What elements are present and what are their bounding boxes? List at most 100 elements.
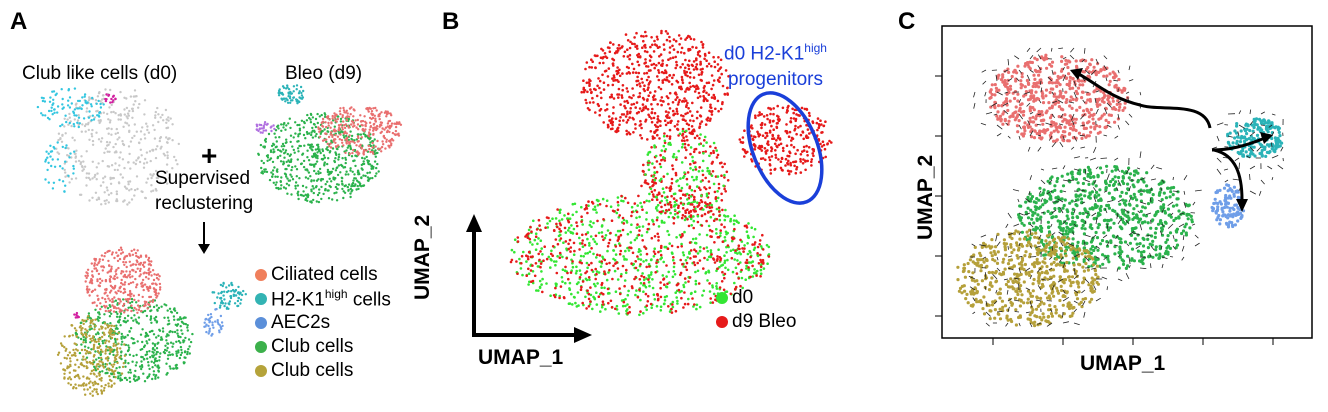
cell-point <box>91 336 94 340</box>
cell-point <box>106 346 110 349</box>
cell-point <box>77 116 81 119</box>
cell-point <box>393 122 396 125</box>
cell-point <box>671 56 675 59</box>
cell-point <box>278 149 282 152</box>
cell-point <box>47 109 51 113</box>
cell-point <box>110 324 114 327</box>
cell-point <box>136 249 139 252</box>
cell-point <box>116 168 119 172</box>
cell-point <box>72 172 75 175</box>
cell-point <box>720 264 723 267</box>
cell-point <box>155 347 159 350</box>
cell-point <box>66 365 69 368</box>
cell-point <box>113 337 117 341</box>
cell-point <box>321 117 325 121</box>
cell-point <box>680 245 683 248</box>
cell-point <box>118 310 122 313</box>
cell-point <box>364 120 367 124</box>
cell-point <box>99 302 102 305</box>
cell-point <box>100 137 104 140</box>
cell-point <box>143 113 146 116</box>
cell-point <box>219 296 223 300</box>
cell-point <box>315 185 318 188</box>
cell-point <box>653 298 657 301</box>
cell-point <box>780 168 784 172</box>
cell-point <box>275 145 278 148</box>
cell-point <box>387 144 390 147</box>
cell-point <box>52 98 55 102</box>
cell-point <box>708 119 712 122</box>
cell-point <box>92 346 96 350</box>
cell-point <box>680 78 684 81</box>
cell-point <box>265 154 269 158</box>
cell-point <box>716 257 719 261</box>
cell-point <box>733 281 736 285</box>
cell-point <box>118 257 122 261</box>
cell-point <box>74 383 77 386</box>
cell-point <box>770 149 773 153</box>
cell-point <box>708 109 711 113</box>
cell-point <box>665 275 668 278</box>
panel-a-title-left: Club like cells (d0) <box>22 63 178 84</box>
cell-point <box>282 163 285 166</box>
cell-point <box>675 60 678 64</box>
cell-point <box>698 137 701 140</box>
cell-point <box>104 202 107 205</box>
cell-point <box>110 363 113 366</box>
cell-point <box>626 55 630 58</box>
cell-point <box>228 303 231 306</box>
cell-point <box>51 113 54 116</box>
cell-point <box>676 112 679 116</box>
cell-point <box>612 257 615 261</box>
cell-point <box>626 110 629 113</box>
cell-point <box>641 46 644 49</box>
cell-point <box>128 201 131 204</box>
cell-point <box>771 120 775 123</box>
cell-point <box>149 270 152 274</box>
cell-point <box>802 137 805 141</box>
cell-point <box>165 118 168 121</box>
cell-point <box>96 172 99 175</box>
cell-point <box>161 327 165 330</box>
cell-point <box>165 339 168 342</box>
cell-point <box>367 110 370 113</box>
cell-point <box>377 147 380 151</box>
cell-point <box>704 150 707 153</box>
cell-point <box>676 120 680 123</box>
cell-point <box>697 186 701 189</box>
cell-point <box>806 159 809 163</box>
cell-point <box>179 335 182 339</box>
cell-point <box>707 62 711 66</box>
cell-point <box>260 159 263 163</box>
cell-point <box>618 119 621 123</box>
cell-point <box>595 94 599 98</box>
cell-point <box>99 100 102 103</box>
cell-point <box>805 144 808 148</box>
cell-point <box>793 164 796 168</box>
cell-point <box>718 218 722 222</box>
cell-point <box>150 260 153 263</box>
cell-point <box>695 58 698 62</box>
cell-point <box>641 103 645 106</box>
legend-swatch <box>255 269 267 281</box>
cell-point <box>617 93 621 96</box>
cell-point <box>720 280 724 283</box>
cell-point <box>104 383 107 387</box>
cell-point <box>123 199 126 202</box>
cell-point <box>316 151 319 154</box>
cell-point <box>578 269 582 272</box>
cell-point <box>619 103 622 106</box>
cell-point <box>219 325 222 329</box>
cell-point <box>347 173 350 176</box>
cell-point <box>801 131 805 134</box>
cell-point <box>291 99 294 102</box>
cell-point <box>351 140 355 143</box>
cell-point <box>667 215 671 219</box>
cell-point <box>777 134 780 138</box>
cell-point <box>699 122 702 125</box>
cell-point <box>647 222 651 226</box>
cell-point <box>356 150 359 153</box>
cell-point <box>596 282 599 285</box>
cell-point <box>327 197 331 200</box>
cell-point <box>171 139 174 142</box>
